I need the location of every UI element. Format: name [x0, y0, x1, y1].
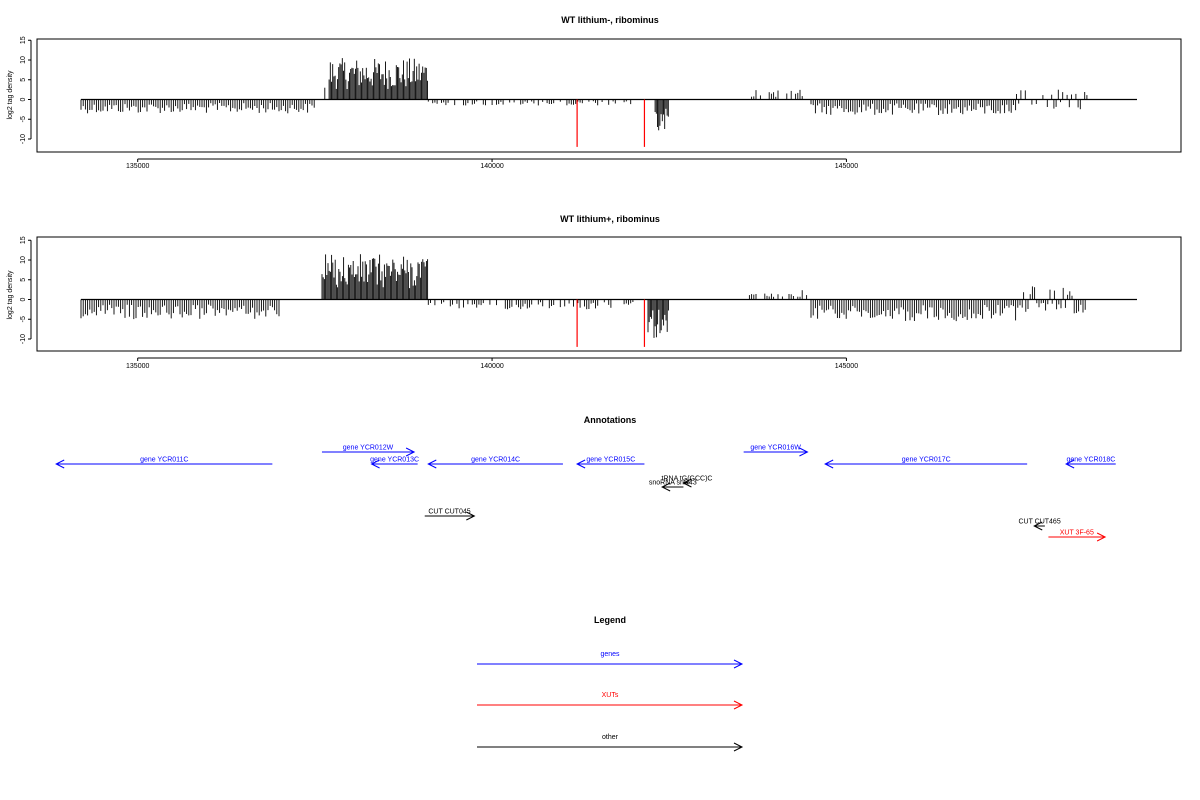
feature-arrow-head	[1096, 532, 1107, 542]
feature-arrow-head	[733, 742, 744, 752]
x-tick-label: 135000	[126, 363, 149, 370]
legend-label: XUTs	[602, 692, 619, 699]
annotation-feature: gene YCR011C	[55, 457, 273, 469]
y-tick-label: 15	[20, 36, 27, 44]
legend-item: other	[477, 734, 744, 752]
annotation-label: gene YCR011C	[140, 457, 188, 464]
coverage-bars	[80, 254, 1137, 347]
legend-label: genes	[600, 651, 620, 658]
feature-arrow-head	[733, 700, 744, 710]
y-tick-label: -10	[20, 334, 27, 344]
annotations-title: Annotations	[584, 415, 637, 425]
feature-arrow-head	[427, 459, 437, 469]
annotation-feature: gene YCR018C	[1065, 457, 1116, 469]
feature-arrow-head	[1065, 459, 1075, 469]
feature-arrow-head	[661, 482, 671, 492]
coverage-panel-lithium-minus: WT lithium-, ribominus log2 tag density …	[7, 15, 1182, 170]
annotation-label: CUT CUT045	[428, 509, 470, 516]
feature-arrow-head	[55, 459, 65, 469]
y-tick-label: 15	[20, 236, 27, 244]
annotation-feature: gene YCR015C	[575, 457, 645, 469]
annotation-label: gene YCR012W	[343, 445, 394, 452]
annotation-feature: tRNA tG(GCC)C	[662, 476, 713, 488]
annotation-label: gene YCR017C	[902, 457, 951, 464]
y-tick-label: -5	[20, 316, 27, 322]
panel-title: WT lithium-, ribominus	[561, 15, 659, 25]
annotation-feature: gene YCR013C	[370, 457, 419, 469]
axes: -10 -5 0 5 10 15 135000 140000 145000	[20, 36, 858, 170]
plot-frame	[36, 38, 1182, 153]
x-tick-label: 145000	[835, 363, 858, 370]
annotation-label: gene YCR018C	[1066, 457, 1115, 464]
feature-arrow-head	[466, 511, 476, 521]
feature-arrow-head	[575, 459, 586, 469]
y-axis-label: log2 tag density	[7, 70, 14, 120]
feature-arrow-head	[405, 447, 416, 457]
axes: -10 -5 0 5 10 15 135000 140000 145000	[20, 236, 858, 370]
annotation-feature: gene YCR012W	[321, 445, 416, 457]
y-tick-label: 5	[20, 78, 27, 82]
legend-title: Legend	[594, 615, 626, 625]
annotation-feature: snoRNA snR43	[649, 480, 697, 492]
coverage-panel-lithium-plus: WT lithium+, ribominus log2 tag density …	[7, 214, 1182, 370]
annotation-feature: gene YCR016W	[743, 445, 809, 457]
y-tick-label: 0	[20, 297, 27, 301]
legend-label: other	[602, 734, 619, 741]
y-tick-label: 0	[20, 97, 27, 101]
annotation-label: gene YCR016W	[750, 445, 801, 452]
x-tick-label: 135000	[126, 163, 149, 170]
annotation-feature: XUT 3F-65	[1048, 530, 1107, 542]
y-axis-label: log2 tag density	[7, 270, 14, 320]
y-tick-label: 5	[20, 278, 27, 282]
annotation-label: tRNA tG(GCC)C	[662, 476, 713, 483]
annotation-features: gene YCR011C gene YCR012W gene YCR013C gene…	[55, 445, 1116, 542]
annotation-label: CUT CUT465	[1018, 519, 1060, 526]
x-tick-label: 145000	[835, 163, 858, 170]
annotation-label: snoRNA snR43	[649, 480, 697, 487]
annotation-feature: CUT CUT465	[1018, 519, 1061, 531]
y-tick-label: 10	[20, 256, 27, 264]
x-tick-label: 140000	[480, 363, 503, 370]
feature-arrow-head	[824, 459, 834, 469]
annotation-label: gene YCR014C	[471, 457, 520, 464]
legend-items: genes XUTs other	[477, 651, 744, 752]
legend: Legend genes XUTs other	[477, 615, 744, 752]
plot-frame	[36, 236, 1182, 352]
y-tick-label: 10	[20, 56, 27, 64]
y-tick-label: -5	[20, 116, 27, 122]
legend-item: XUTs	[477, 692, 744, 710]
annotation-label: XUT 3F-65	[1060, 530, 1094, 537]
annotation-label: gene YCR013C	[370, 457, 419, 464]
feature-arrow-head	[733, 659, 744, 669]
feature-arrow-head	[799, 447, 809, 457]
legend-item: genes	[477, 651, 744, 669]
coverage-bars	[80, 58, 1137, 147]
feature-arrow-head	[1033, 521, 1043, 531]
feature-arrow-head	[682, 478, 692, 488]
annotation-label: gene YCR015C	[586, 457, 635, 464]
annotation-feature: CUT CUT045	[424, 509, 476, 521]
annotation-feature: gene YCR017C	[824, 457, 1028, 469]
annotation-feature: gene YCR014C	[427, 457, 563, 469]
x-tick-label: 140000	[480, 163, 503, 170]
y-tick-label: -10	[20, 134, 27, 144]
feature-arrow-head	[370, 459, 380, 469]
panel-title: WT lithium+, ribominus	[560, 214, 660, 224]
